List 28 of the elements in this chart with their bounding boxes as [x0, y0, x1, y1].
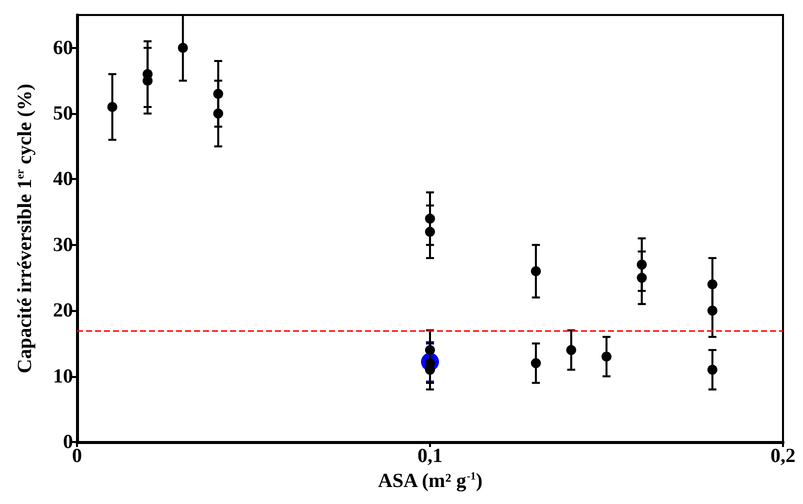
x-tick-label: 0,1 [418, 445, 442, 467]
point [530, 358, 541, 368]
point [636, 272, 647, 283]
point [425, 226, 435, 237]
y-tick-label: 20 [53, 300, 73, 322]
point [213, 108, 224, 119]
y-tick-label: 50 [53, 102, 73, 125]
y-tick-label: 30 [53, 234, 73, 256]
x-tick-label: 0,2 [770, 445, 796, 467]
point [707, 279, 718, 290]
y-tick-label: 60 [53, 36, 73, 59]
point [107, 102, 118, 112]
point [425, 214, 435, 224]
y-tick-label: 0 [63, 431, 73, 453]
point [425, 345, 435, 356]
point [425, 364, 435, 375]
point [707, 306, 718, 316]
point [707, 364, 718, 375]
point [602, 352, 612, 362]
point [566, 345, 576, 356]
point [636, 260, 647, 270]
y-axis-title: Capacité irréversible 1er cycle (%) [14, 84, 36, 374]
point [142, 76, 153, 86]
point [213, 88, 224, 99]
point [178, 42, 188, 53]
point [530, 266, 541, 276]
y-tick-label: 10 [53, 365, 73, 388]
y-tick-label: 40 [53, 168, 73, 190]
